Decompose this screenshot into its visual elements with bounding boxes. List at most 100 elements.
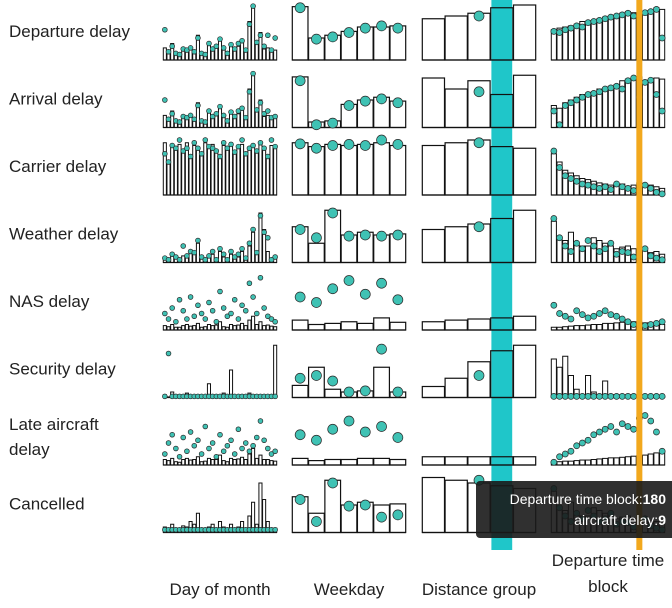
mean-dot[interactable] <box>613 82 620 90</box>
mean-dot[interactable] <box>584 19 592 26</box>
mean-dot[interactable] <box>180 148 186 154</box>
bar[interactable] <box>247 88 252 128</box>
mean-dot[interactable] <box>343 386 355 398</box>
bar[interactable] <box>590 237 597 263</box>
mean-dot[interactable] <box>630 425 638 433</box>
mean-dot[interactable] <box>176 257 183 263</box>
mean-dot[interactable] <box>618 315 626 323</box>
bar[interactable] <box>214 324 219 331</box>
mean-dot[interactable] <box>613 12 620 20</box>
mean-dot[interactable] <box>242 440 249 446</box>
mean-dot[interactable] <box>556 164 563 171</box>
mean-dot[interactable] <box>235 316 242 322</box>
bar[interactable] <box>236 324 241 331</box>
mean-dot[interactable] <box>162 451 168 457</box>
mean-dot[interactable] <box>165 350 172 357</box>
mean-dot[interactable] <box>254 148 260 154</box>
bar[interactable] <box>607 457 614 466</box>
bar[interactable] <box>188 156 193 196</box>
mean-dot[interactable] <box>235 251 242 258</box>
mean-dot[interactable] <box>257 32 264 38</box>
bar[interactable] <box>240 456 245 466</box>
mean-dot[interactable] <box>624 423 632 430</box>
mean-dot[interactable] <box>217 153 223 160</box>
mean-dot[interactable] <box>231 254 238 260</box>
mean-dot[interactable] <box>162 310 168 317</box>
mean-dot[interactable] <box>311 516 322 527</box>
mean-dot[interactable] <box>556 393 563 400</box>
mean-dot[interactable] <box>550 215 558 222</box>
mean-dot[interactable] <box>556 234 563 242</box>
mean-dot[interactable] <box>578 180 586 188</box>
mean-dot[interactable] <box>618 248 626 255</box>
mean-dot[interactable] <box>567 175 575 182</box>
mean-dot[interactable] <box>567 248 575 255</box>
mean-dot[interactable] <box>658 256 666 264</box>
mean-dot[interactable] <box>550 393 558 400</box>
bar[interactable] <box>243 325 248 331</box>
bar[interactable] <box>225 147 230 196</box>
mean-dot[interactable] <box>169 110 175 117</box>
mean-dot[interactable] <box>343 500 355 512</box>
bar[interactable] <box>307 323 325 331</box>
mean-dot[interactable] <box>573 442 581 450</box>
mean-dot[interactable] <box>392 509 404 521</box>
bar[interactable] <box>206 146 212 196</box>
mean-dot[interactable] <box>235 143 242 150</box>
mean-dot[interactable] <box>272 393 278 400</box>
bar[interactable] <box>421 18 446 61</box>
mean-dot[interactable] <box>550 458 558 466</box>
bar[interactable] <box>221 49 226 61</box>
mean-dot[interactable] <box>165 316 172 322</box>
mean-dot[interactable] <box>176 51 183 58</box>
bar[interactable] <box>642 249 649 263</box>
mean-dot[interactable] <box>653 188 660 196</box>
mean-dot[interactable] <box>647 393 655 400</box>
mean-dot[interactable] <box>584 314 592 322</box>
bar[interactable] <box>389 458 407 466</box>
bar[interactable] <box>199 153 204 196</box>
bar[interactable] <box>258 482 263 533</box>
mean-dot[interactable] <box>653 320 660 327</box>
bar[interactable] <box>444 15 468 61</box>
bar[interactable] <box>444 479 468 534</box>
mean-dot[interactable] <box>224 443 231 449</box>
bar[interactable] <box>269 460 274 466</box>
mean-dot[interactable] <box>327 31 339 43</box>
bar[interactable] <box>512 344 537 399</box>
bar[interactable] <box>421 77 446 129</box>
mean-dot[interactable] <box>590 183 598 191</box>
mean-dot[interactable] <box>613 250 620 258</box>
bar[interactable] <box>192 459 197 466</box>
bar[interactable] <box>221 145 226 196</box>
bar[interactable] <box>184 118 189 128</box>
mean-dot[interactable] <box>180 243 186 249</box>
mean-dot[interactable] <box>228 437 234 444</box>
bar[interactable] <box>324 143 342 196</box>
mean-dot[interactable] <box>224 50 231 57</box>
bar[interactable] <box>240 143 245 196</box>
mean-dot[interactable] <box>165 159 172 165</box>
mean-dot[interactable] <box>473 86 485 98</box>
mean-dot[interactable] <box>550 147 558 155</box>
mean-dot[interactable] <box>376 277 387 289</box>
mean-dot[interactable] <box>607 311 615 318</box>
mean-dot[interactable] <box>246 21 253 28</box>
bar[interactable] <box>573 325 580 331</box>
mean-dot[interactable] <box>209 248 216 255</box>
mean-dot[interactable] <box>653 254 660 262</box>
bar[interactable] <box>630 12 637 61</box>
mean-dot[interactable] <box>184 316 190 322</box>
bar[interactable] <box>596 18 603 61</box>
bar[interactable] <box>619 456 626 466</box>
mean-dot[interactable] <box>473 221 485 233</box>
bar[interactable] <box>642 454 649 466</box>
mean-dot[interactable] <box>618 183 626 191</box>
mean-dot[interactable] <box>265 153 271 160</box>
mean-dot[interactable] <box>641 322 649 329</box>
bar[interactable] <box>573 23 580 61</box>
bar[interactable] <box>307 146 325 196</box>
bar[interactable] <box>210 459 215 466</box>
bar[interactable] <box>421 144 446 196</box>
bar[interactable] <box>214 150 219 196</box>
